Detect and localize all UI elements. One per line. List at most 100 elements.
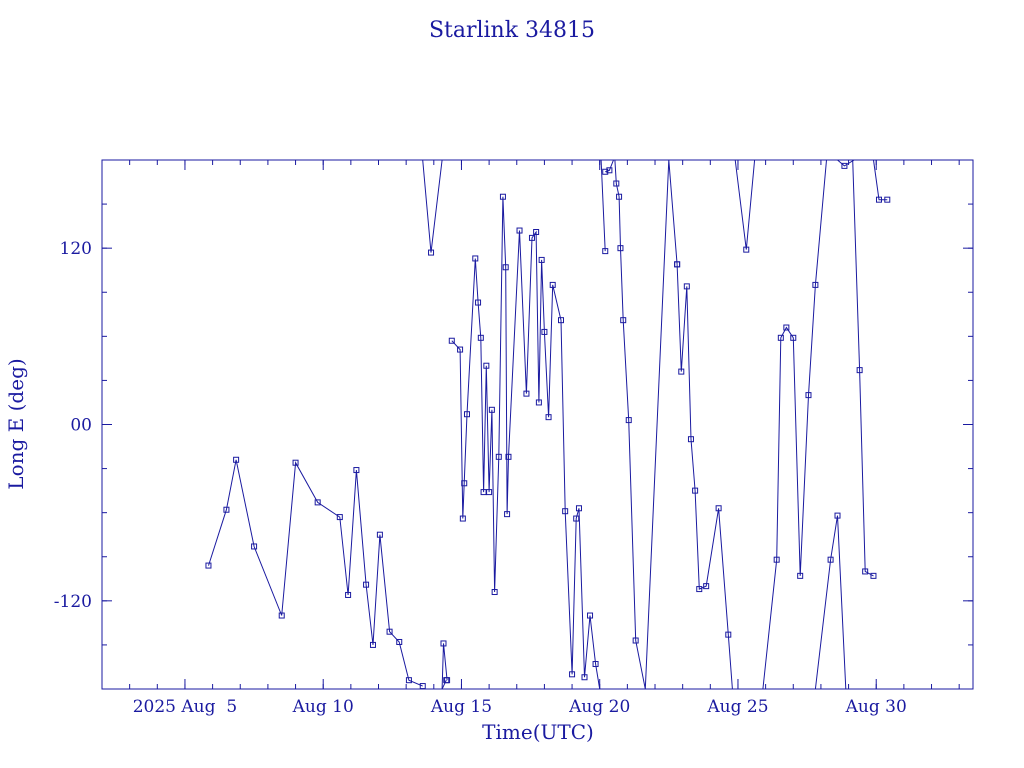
data-point [251, 543, 258, 550]
data-point [448, 337, 455, 344]
data-point [790, 334, 797, 341]
data-point [428, 249, 435, 256]
data-point [516, 227, 523, 234]
x-axis-label: Time(UTC) [482, 720, 594, 744]
data-point [692, 487, 699, 494]
series-line [814, 515, 852, 689]
data-point [363, 581, 370, 588]
data-point [538, 256, 545, 263]
data-point [797, 572, 804, 579]
data-point [606, 167, 613, 174]
data-point [862, 568, 869, 575]
data-point [613, 180, 620, 187]
y-tick-label: 00 [70, 416, 92, 436]
data-point [523, 390, 530, 397]
data-point [396, 638, 403, 645]
data-point [725, 631, 732, 638]
data-point [545, 414, 552, 421]
y-axis-label: Long E (deg) [4, 358, 28, 489]
data-point [569, 671, 576, 678]
data-point [743, 246, 750, 253]
data-point [562, 508, 569, 515]
data-point [292, 459, 299, 466]
x-tick-label: 2025 Aug 5 [133, 697, 237, 717]
data-point [336, 514, 343, 521]
x-tick-label: Aug 15 [430, 697, 492, 717]
data-point [369, 641, 376, 648]
series-line [600, 160, 606, 252]
data-point [777, 334, 784, 341]
data-point [783, 324, 790, 331]
series-line [614, 160, 678, 689]
data-point [620, 317, 627, 324]
data-point [463, 411, 470, 418]
data-point [632, 637, 639, 644]
data-point [841, 162, 848, 169]
x-tick-label: Aug 20 [568, 697, 630, 717]
data-point [457, 346, 464, 353]
series-line [676, 264, 733, 689]
data-point [528, 234, 535, 241]
data-point [541, 328, 548, 335]
data-point [616, 193, 623, 200]
data-point [475, 299, 482, 306]
series-line [852, 160, 874, 577]
data-point [581, 674, 588, 681]
data-point [625, 417, 632, 424]
data-point [773, 556, 780, 563]
data-point [587, 612, 594, 619]
data-point [491, 589, 498, 596]
data-point [405, 677, 412, 684]
data-point [592, 661, 599, 668]
data-point [477, 334, 484, 341]
data-point [345, 591, 352, 598]
data-point [223, 506, 230, 513]
series-line [441, 679, 447, 689]
series-line [422, 160, 447, 253]
data-point [575, 505, 582, 512]
data-point [502, 264, 509, 271]
data-point [472, 255, 479, 262]
data-point [703, 583, 710, 590]
data-point [505, 453, 512, 460]
series-line [873, 160, 888, 201]
data-point [602, 168, 609, 175]
data-point [459, 515, 466, 522]
data-point [875, 196, 882, 203]
data-point [687, 436, 694, 443]
data-point [419, 683, 426, 689]
data-point [678, 368, 685, 375]
data-point [461, 480, 468, 487]
data-point [499, 193, 506, 200]
series-line [451, 196, 601, 689]
data-point [549, 281, 556, 288]
data-point [233, 456, 240, 463]
data-point [674, 261, 681, 268]
data-point [314, 499, 321, 506]
data-point [558, 317, 565, 324]
data-point [376, 531, 383, 538]
data-point [278, 612, 285, 619]
y-tick-label: 120 [60, 239, 92, 259]
data-point [495, 453, 502, 460]
data-point [805, 392, 812, 399]
data-point [812, 281, 819, 288]
series-line [441, 643, 448, 689]
series-layer [205, 160, 891, 689]
data-point [870, 572, 877, 579]
data-point [884, 196, 891, 203]
y-tick-label: -120 [54, 592, 92, 612]
data-point [715, 505, 722, 512]
tick-labels: 2025 Aug 5 Aug 10 Aug 15 Aug 20 Aug 25 Aug 30… [54, 239, 907, 717]
series-line [837, 160, 855, 167]
series-line [208, 459, 423, 687]
series-line [734, 160, 756, 250]
data-point [683, 283, 690, 290]
x-tick-label: Aug 10 [292, 697, 354, 717]
data-point [486, 489, 493, 496]
chart-title: Starlink 34815 [429, 18, 595, 43]
x-tick-label: Aug 30 [845, 697, 907, 717]
data-point [353, 467, 360, 474]
data-point [386, 628, 393, 635]
